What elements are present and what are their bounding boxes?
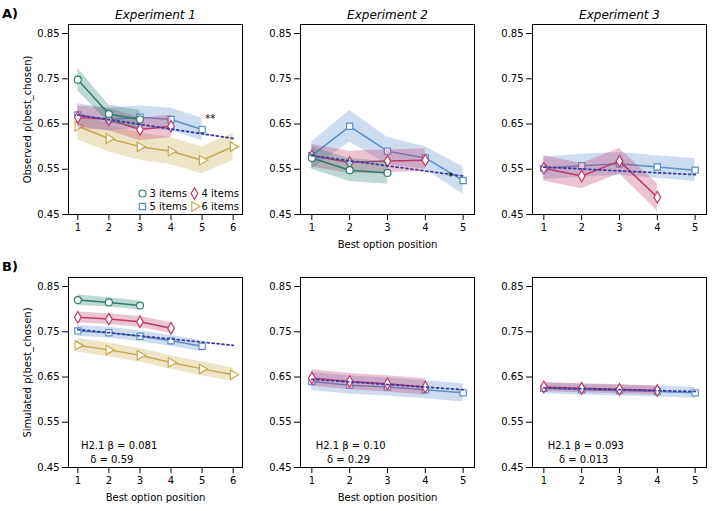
svg-text:1: 1: [309, 222, 315, 233]
svg-text:4: 4: [422, 222, 428, 233]
svg-text:0.65: 0.65: [37, 371, 59, 382]
svg-text:0.45: 0.45: [501, 209, 523, 220]
svg-text:0.45: 0.45: [501, 462, 523, 473]
svg-text:2: 2: [578, 222, 584, 233]
svg-text:0.55: 0.55: [501, 416, 523, 427]
svg-text:5: 5: [460, 475, 466, 486]
svg-text:5: 5: [199, 475, 205, 486]
svg-text:3: 3: [384, 222, 390, 233]
svg-text:6: 6: [230, 222, 236, 233]
svg-text:Best option position: Best option position: [338, 492, 438, 503]
svg-text:1: 1: [309, 475, 315, 486]
svg-text:0.65: 0.65: [269, 371, 291, 382]
svg-text:δ = 0.013: δ = 0.013: [559, 454, 608, 465]
svg-text:5: 5: [199, 222, 205, 233]
svg-text:0.55: 0.55: [37, 416, 59, 427]
svg-text:0.75: 0.75: [501, 73, 523, 84]
svg-text:0.85: 0.85: [269, 281, 291, 292]
svg-text:4: 4: [168, 222, 174, 233]
svg-text:0.75: 0.75: [269, 73, 291, 84]
svg-text:0.55: 0.55: [269, 163, 291, 174]
svg-text:**: **: [205, 113, 215, 124]
svg-text:5 items: 5 items: [150, 201, 187, 212]
svg-text:Best option position: Best option position: [338, 239, 438, 250]
svg-text:0.75: 0.75: [501, 326, 523, 337]
svg-text:0.65: 0.65: [269, 118, 291, 129]
svg-text:2: 2: [346, 475, 352, 486]
svg-text:0.85: 0.85: [37, 28, 59, 39]
svg-text:2: 2: [106, 222, 112, 233]
svg-text:0.75: 0.75: [37, 73, 59, 84]
svg-text:4 items: 4 items: [202, 188, 239, 199]
svg-text:5: 5: [692, 475, 698, 486]
svg-text:0.55: 0.55: [37, 163, 59, 174]
svg-text:0.45: 0.45: [37, 209, 59, 220]
svg-text:2: 2: [578, 475, 584, 486]
svg-text:2: 2: [346, 222, 352, 233]
svg-text:0.65: 0.65: [501, 118, 523, 129]
svg-text:0.65: 0.65: [37, 118, 59, 129]
svg-text:1: 1: [541, 222, 547, 233]
svg-text:1: 1: [75, 222, 81, 233]
svg-text:4: 4: [654, 475, 660, 486]
svg-text:0.85: 0.85: [501, 281, 523, 292]
svg-text:H2.1 β = 0.093: H2.1 β = 0.093: [548, 440, 624, 451]
svg-text:0.85: 0.85: [37, 281, 59, 292]
svg-text:Experiment 1: Experiment 1: [115, 8, 196, 22]
svg-text:0.75: 0.75: [37, 326, 59, 337]
svg-text:3 items: 3 items: [150, 188, 187, 199]
svg-text:4: 4: [168, 475, 174, 486]
svg-text:H2.1 β = 0.10: H2.1 β = 0.10: [316, 440, 386, 451]
svg-text:5: 5: [692, 222, 698, 233]
svg-text:1: 1: [541, 475, 547, 486]
svg-text:0.45: 0.45: [269, 462, 291, 473]
svg-text:3: 3: [137, 222, 143, 233]
svg-text:0.75: 0.75: [269, 326, 291, 337]
svg-text:0.45: 0.45: [269, 209, 291, 220]
svg-text:3: 3: [616, 222, 622, 233]
svg-text:0.65: 0.65: [501, 371, 523, 382]
svg-text:5: 5: [460, 222, 466, 233]
svg-text:6 items: 6 items: [202, 201, 239, 212]
svg-text:H2.1 β = 0.081: H2.1 β = 0.081: [81, 440, 157, 451]
svg-text:*: *: [448, 171, 453, 182]
svg-text:δ = 0.59: δ = 0.59: [90, 454, 133, 465]
svg-text:δ = 0.29: δ = 0.29: [327, 454, 370, 465]
svg-text:Observed p(best_chosen): Observed p(best_chosen): [22, 56, 34, 184]
svg-text:4: 4: [422, 475, 428, 486]
svg-text:0.85: 0.85: [269, 28, 291, 39]
svg-text:Experiment 2: Experiment 2: [347, 8, 428, 22]
svg-text:3: 3: [384, 475, 390, 486]
svg-text:4: 4: [654, 222, 660, 233]
svg-text:Experiment 3: Experiment 3: [579, 8, 660, 22]
svg-text:1: 1: [75, 475, 81, 486]
svg-text:Best option position: Best option position: [106, 492, 206, 503]
svg-text:0.55: 0.55: [269, 416, 291, 427]
svg-text:3: 3: [137, 475, 143, 486]
svg-text:0.85: 0.85: [501, 28, 523, 39]
svg-text:2: 2: [106, 475, 112, 486]
html-text:B): B): [2, 259, 18, 274]
svg-text:0.55: 0.55: [501, 163, 523, 174]
svg-text:Simulated p(best_chosen): Simulated p(best_chosen): [22, 307, 34, 437]
svg-text:0.45: 0.45: [37, 462, 59, 473]
svg-text:6: 6: [230, 475, 236, 486]
svg-text:3: 3: [616, 475, 622, 486]
html-text:A): A): [2, 6, 18, 21]
